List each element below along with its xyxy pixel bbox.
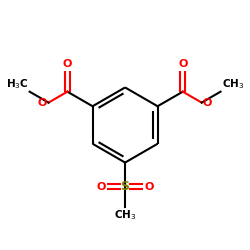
Text: O: O xyxy=(63,59,72,69)
Text: O: O xyxy=(178,59,188,69)
Text: O: O xyxy=(96,182,106,192)
Text: S: S xyxy=(120,180,130,193)
Text: H$_3$C: H$_3$C xyxy=(6,77,28,91)
Text: CH$_3$: CH$_3$ xyxy=(114,208,136,222)
Text: CH$_3$: CH$_3$ xyxy=(222,77,244,91)
Text: O: O xyxy=(144,182,154,192)
Text: O: O xyxy=(203,98,212,108)
Text: O: O xyxy=(38,98,47,108)
